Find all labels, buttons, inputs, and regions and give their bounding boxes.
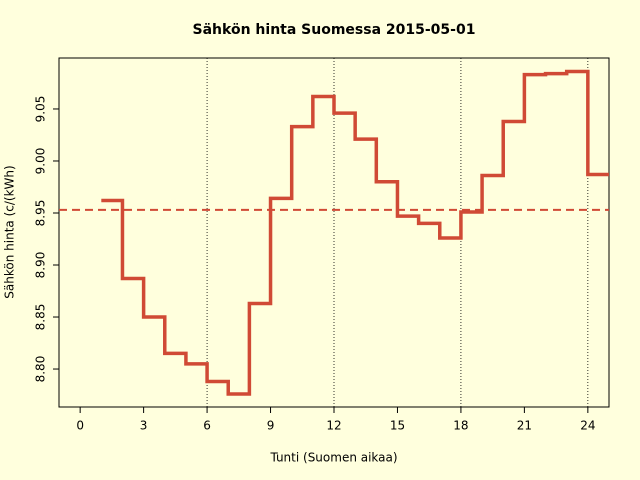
x-tick-label: 12 xyxy=(326,419,341,433)
x-tick-label: 6 xyxy=(203,419,211,433)
x-tick-label: 18 xyxy=(453,419,468,433)
x-tick-label: 9 xyxy=(267,419,275,433)
y-axis-label: Sähkön hinta (c/(kWh) xyxy=(3,165,17,298)
x-tick-label: 0 xyxy=(76,419,84,433)
x-tick-label: 21 xyxy=(517,419,532,433)
x-tick-label: 24 xyxy=(580,419,595,433)
chart-title: Sähkön hinta Suomessa 2015-05-01 xyxy=(193,22,476,38)
x-axis-label: Tunti (Suomen aikaa) xyxy=(269,451,397,465)
price-step-line xyxy=(101,69,609,396)
y-tick-label: 8.80 xyxy=(34,356,48,383)
y-tick-label: 8.85 xyxy=(34,304,48,331)
y-tick-label: 9.00 xyxy=(34,148,48,175)
y-tick-label: 8.90 xyxy=(34,252,48,279)
x-tick-label: 15 xyxy=(390,419,405,433)
y-tick-label: 9.05 xyxy=(34,96,48,123)
y-tick-label: 8.95 xyxy=(34,200,48,227)
x-tick-label: 3 xyxy=(140,419,148,433)
